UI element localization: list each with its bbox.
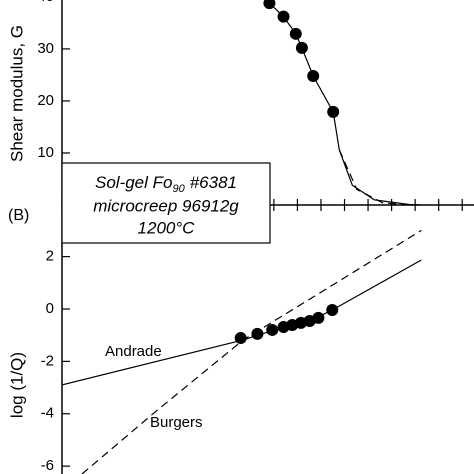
plot-area (263, 0, 422, 205)
y-tick-label: 30 (37, 40, 54, 57)
y-tick-label: -6 (41, 457, 54, 474)
annotation: 1200°C (138, 218, 196, 237)
y-tick-label: 2 (46, 248, 54, 265)
series-line (62, 259, 422, 386)
y-tick-label: -2 (41, 352, 54, 369)
y-tick-label: 40 (37, 0, 54, 5)
y-tick-label: 20 (37, 92, 54, 109)
y-axis-title: log (1/Q) (7, 352, 26, 418)
annotation: Sol-gel Fo90 #6381 (95, 173, 237, 194)
plot-area (62, 229, 422, 474)
data-point (263, 0, 276, 10)
annotation-box (61, 162, 271, 244)
series-line (338, 149, 422, 205)
panel-label: (B) (8, 207, 29, 224)
y-axis-title: Shear modulus, G (7, 25, 26, 162)
data-point (312, 311, 325, 324)
y-tick-label: 10 (37, 144, 54, 161)
series-label: Burgers (150, 414, 203, 431)
y-tick-label: -4 (41, 405, 54, 422)
series-label: Andrade (105, 343, 162, 360)
data-point (326, 304, 339, 317)
data-point (251, 327, 264, 340)
data-point (266, 323, 279, 336)
series-line (268, 2, 422, 205)
data-point (234, 332, 247, 345)
y-tick-label: 0 (46, 300, 54, 317)
annotation: microcreep 96912g (93, 196, 239, 215)
